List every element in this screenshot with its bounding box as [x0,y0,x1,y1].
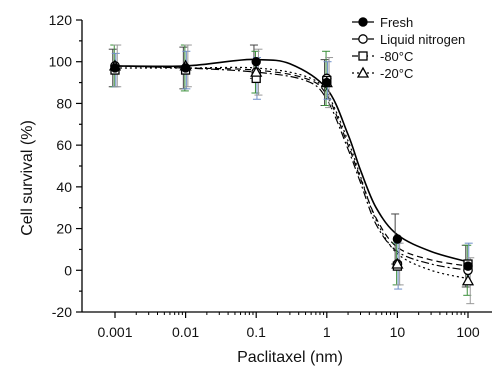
error-bars [108,44,475,305]
legend-marker [358,51,368,61]
legend: Fresh Liquid nitrogen -80°C -20°C [352,15,465,81]
fit-curve-3 [114,65,469,267]
y-tick-label: 20 [56,221,72,237]
point-filled-circle [251,57,261,67]
y-tick-label: 80 [56,95,72,111]
point-filled-circle [463,261,473,271]
x-tick-label: 0.1 [246,324,266,340]
x-tick-label: 0.001 [97,324,132,340]
point-filled-circle [392,234,403,244]
axes: -20 0 20 40 60 80 100 120 0.001 0.01 0.1 1 10 100 [49,12,492,340]
x-tick-label: 1 [323,324,331,340]
fit-curve-2 [114,65,469,271]
point-filled-circle [322,77,332,88]
y-tick-label: 40 [56,179,72,195]
legend-label: Fresh [380,15,413,30]
point-open-triangle [250,65,263,77]
x-tick-label: 100 [456,324,480,340]
data-points [108,57,475,286]
legend-marker [358,34,368,44]
x-tick-label: 10 [390,324,406,340]
point-open-triangle [461,274,475,286]
point-filled-circle [110,63,120,73]
fit-curves [114,58,469,280]
legend-marker [358,17,368,27]
legend-label: -80°C [380,49,413,64]
legend-label: Liquid nitrogen [380,32,465,47]
x-tick-label: 0.01 [172,324,199,340]
x-axis-title: Paclitaxel (nm) [237,349,343,366]
fit-curve-1 [114,58,469,263]
legend-label: -20°C [380,66,413,81]
point-open-triangle [391,257,404,269]
y-tick-label: 100 [49,54,73,70]
fit-curve-4 [115,66,469,280]
y-tick-label: 60 [56,137,72,153]
point-filled-circle [180,63,191,73]
y-tick-label: -20 [52,304,72,320]
y-axis-title: Cell survival (%) [19,120,36,236]
y-tick-label: 0 [64,262,72,278]
legend-marker [356,66,370,78]
y-tick-label: 120 [49,12,73,28]
